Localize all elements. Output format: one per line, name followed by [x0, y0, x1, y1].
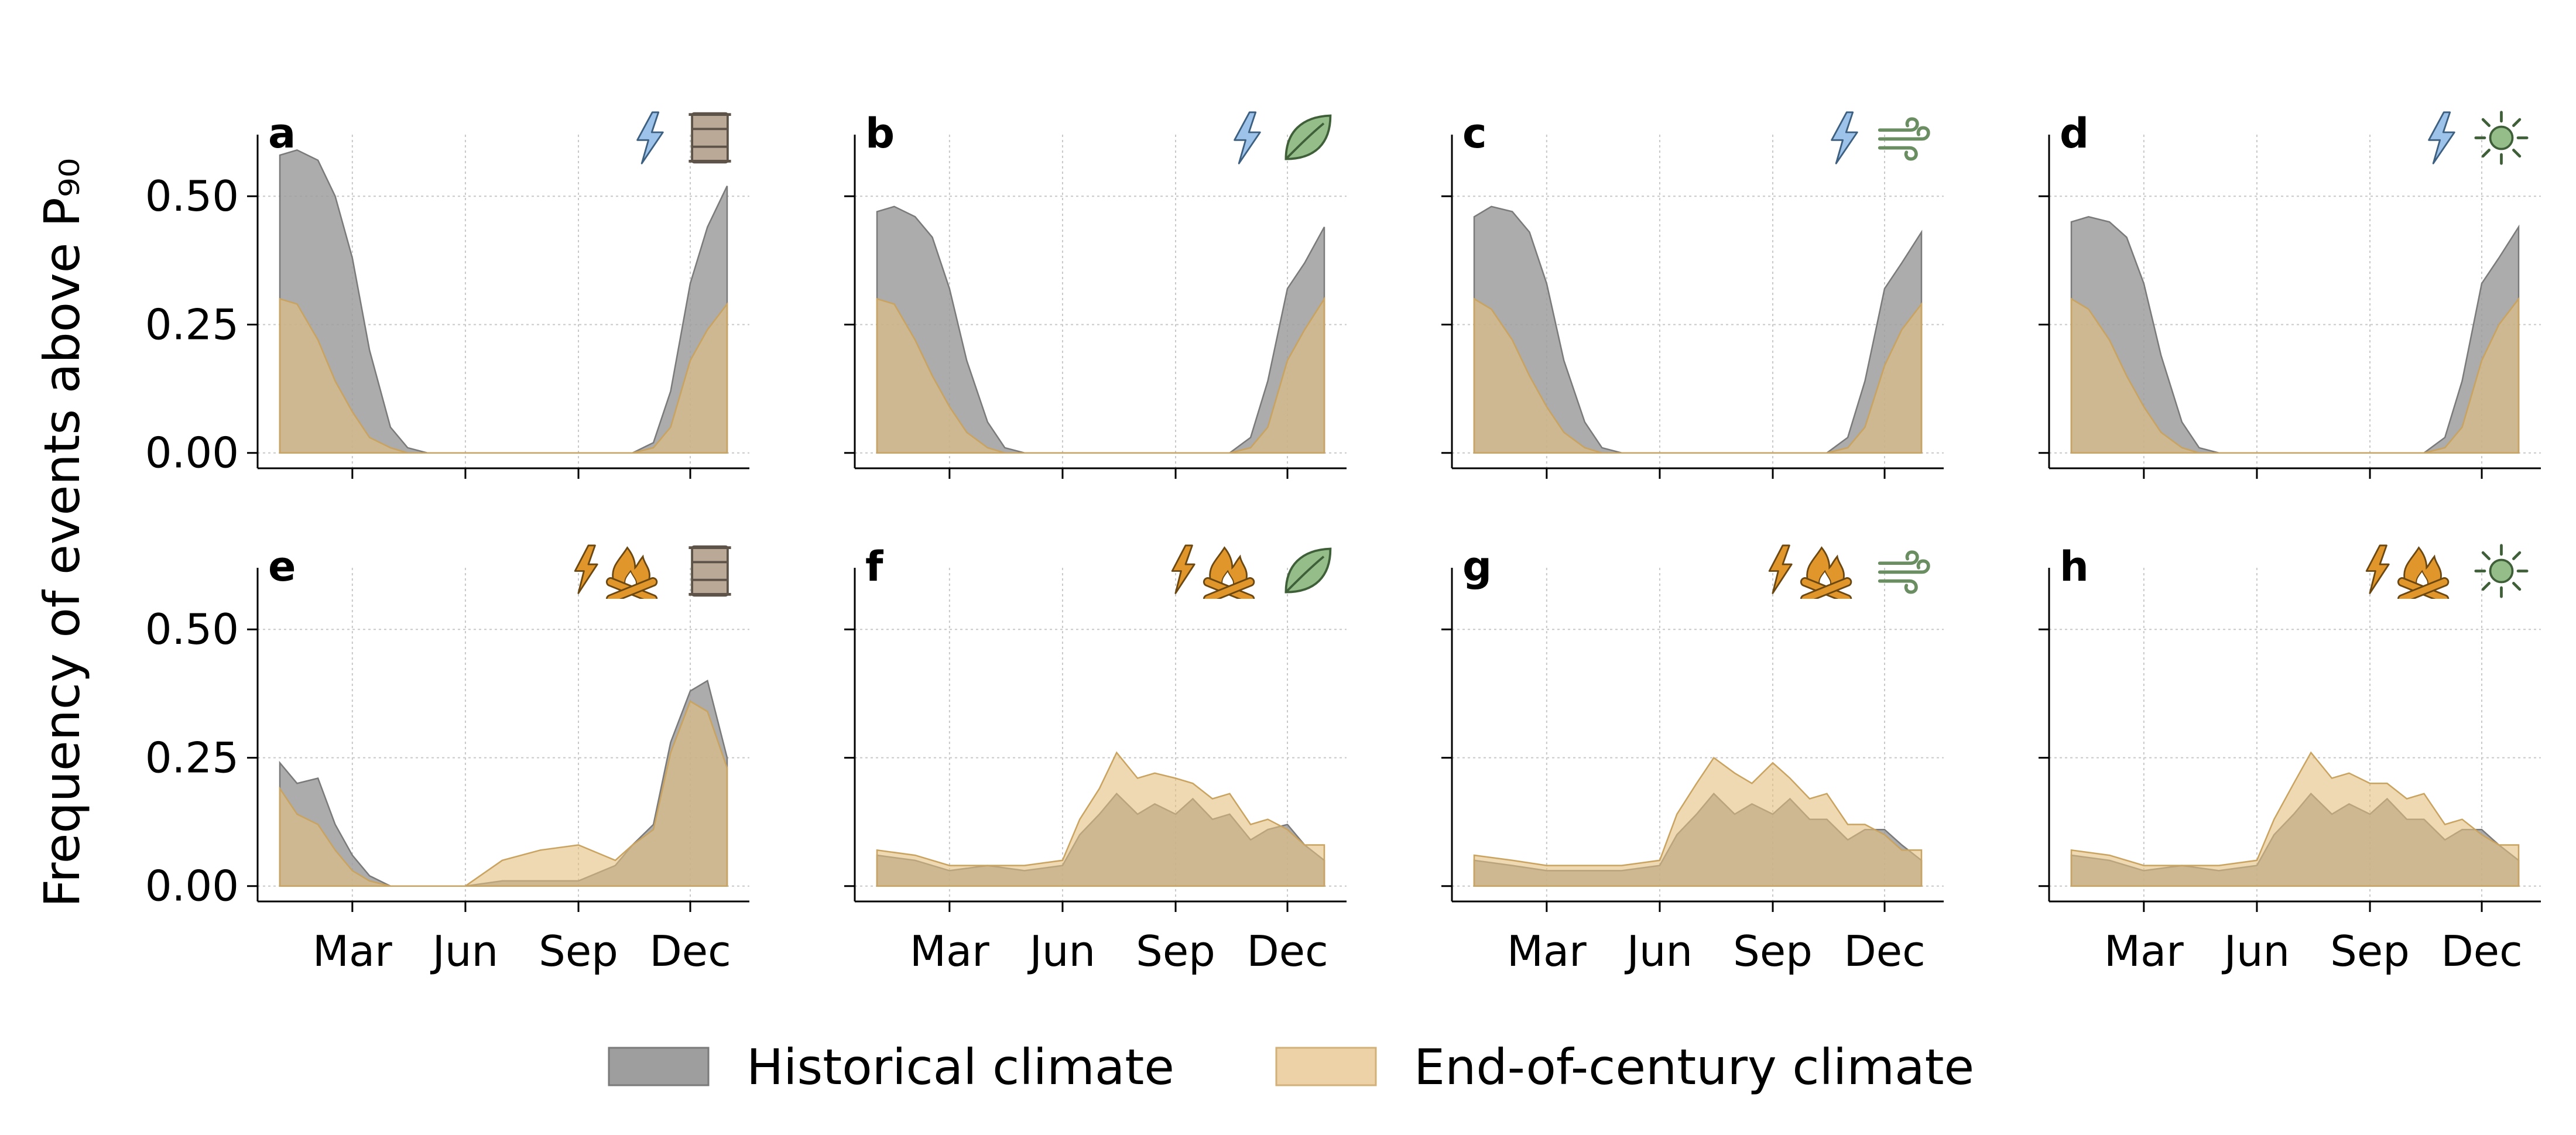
- area-end-of-century: [876, 751, 1325, 887]
- lightning-fire-icon: [1768, 544, 1854, 599]
- panel-label: a: [268, 109, 296, 157]
- x-tick-label: Dec: [1246, 927, 1328, 976]
- y-tick-label: 0.25: [145, 733, 239, 782]
- x-tick-label: Sep: [1733, 927, 1813, 976]
- panel-f: Mar Jun Sep Dec f: [844, 543, 1347, 976]
- panels-container: 0.00 0.25 0.50 a b c d 0.00 0.25 0.50 Mar Jun Sep Dec…: [145, 109, 2541, 976]
- x-tick-label: Jun: [2222, 927, 2290, 976]
- panel-label: d: [2060, 109, 2089, 157]
- lightning-icon: [2428, 111, 2455, 164]
- area-end-of-century: [279, 700, 728, 887]
- panel-d: d: [2039, 109, 2541, 479]
- panel-c: c: [1441, 109, 1944, 479]
- lightning-fire-icon: [1171, 544, 1256, 599]
- panel-label: c: [1462, 109, 1487, 157]
- legend: Historical climate End-of-century climat…: [608, 1038, 1974, 1096]
- wind-icon: [1880, 552, 1928, 592]
- x-tick-label: Jun: [1027, 927, 1096, 976]
- sun-icon: [2476, 112, 2527, 163]
- lightning-fire-icon: [2365, 544, 2451, 599]
- lightning-icon: [1234, 111, 1261, 164]
- area-end-of-century: [2070, 296, 2520, 454]
- panel-label: f: [865, 543, 884, 591]
- lightning-icon: [636, 111, 664, 164]
- y-tick-label: 0.25: [145, 300, 239, 349]
- y-axis-label: Frequency of events above P₉₀: [33, 158, 91, 907]
- x-tick-label: Dec: [1844, 927, 1925, 976]
- leaf-icon: [1284, 114, 1332, 160]
- panel-label: h: [2060, 543, 2089, 591]
- y-tick-label: 0.50: [145, 172, 239, 221]
- x-tick-label: Mar: [313, 927, 392, 976]
- x-tick-label: Mar: [910, 927, 989, 976]
- sun-icon: [2476, 546, 2527, 596]
- panel-e: 0.00 0.25 0.50 Mar Jun Sep Dec e: [145, 543, 749, 976]
- panel-label: g: [1462, 543, 1492, 591]
- x-tick-label: Sep: [2330, 927, 2410, 976]
- legend-label-historical: Historical climate: [746, 1038, 1174, 1096]
- x-tick-label: Dec: [649, 927, 731, 976]
- panel-a: 0.00 0.25 0.50 a: [145, 109, 749, 479]
- panel-b: b: [844, 109, 1347, 479]
- lightning-fire-icon: [574, 544, 659, 599]
- y-tick-label: 0.50: [145, 605, 239, 654]
- legend-swatch-historical: [608, 1047, 710, 1086]
- area-end-of-century: [2070, 751, 2520, 887]
- panel-label: b: [865, 109, 895, 157]
- panel-h: Mar Jun Sep Dec h: [2039, 543, 2541, 976]
- x-tick-label: Jun: [430, 927, 499, 976]
- legend-swatch-future: [1275, 1047, 1377, 1086]
- wind-icon: [1880, 119, 1928, 159]
- area-end-of-century: [876, 296, 1325, 454]
- leaf-icon: [1284, 547, 1332, 594]
- legend-label-future: End-of-century climate: [1414, 1038, 1974, 1096]
- x-tick-label: Dec: [2441, 927, 2522, 976]
- x-tick-label: Sep: [539, 927, 618, 976]
- drum-icon: [688, 114, 731, 163]
- x-tick-label: Mar: [2104, 927, 2184, 976]
- y-tick-label: 0.00: [145, 428, 239, 478]
- area-end-of-century: [1473, 756, 1923, 887]
- x-tick-label: Mar: [1507, 927, 1587, 976]
- x-tick-label: Sep: [1136, 927, 1215, 976]
- x-tick-label: Jun: [1625, 927, 1693, 976]
- lightning-icon: [1831, 111, 1858, 164]
- drum-icon: [688, 547, 731, 596]
- area-end-of-century: [1473, 297, 1923, 454]
- panel-label: e: [268, 543, 296, 591]
- y-tick-label: 0.00: [145, 862, 239, 911]
- area-end-of-century: [279, 297, 728, 454]
- panel-g: Mar Jun Sep Dec g: [1441, 543, 1944, 976]
